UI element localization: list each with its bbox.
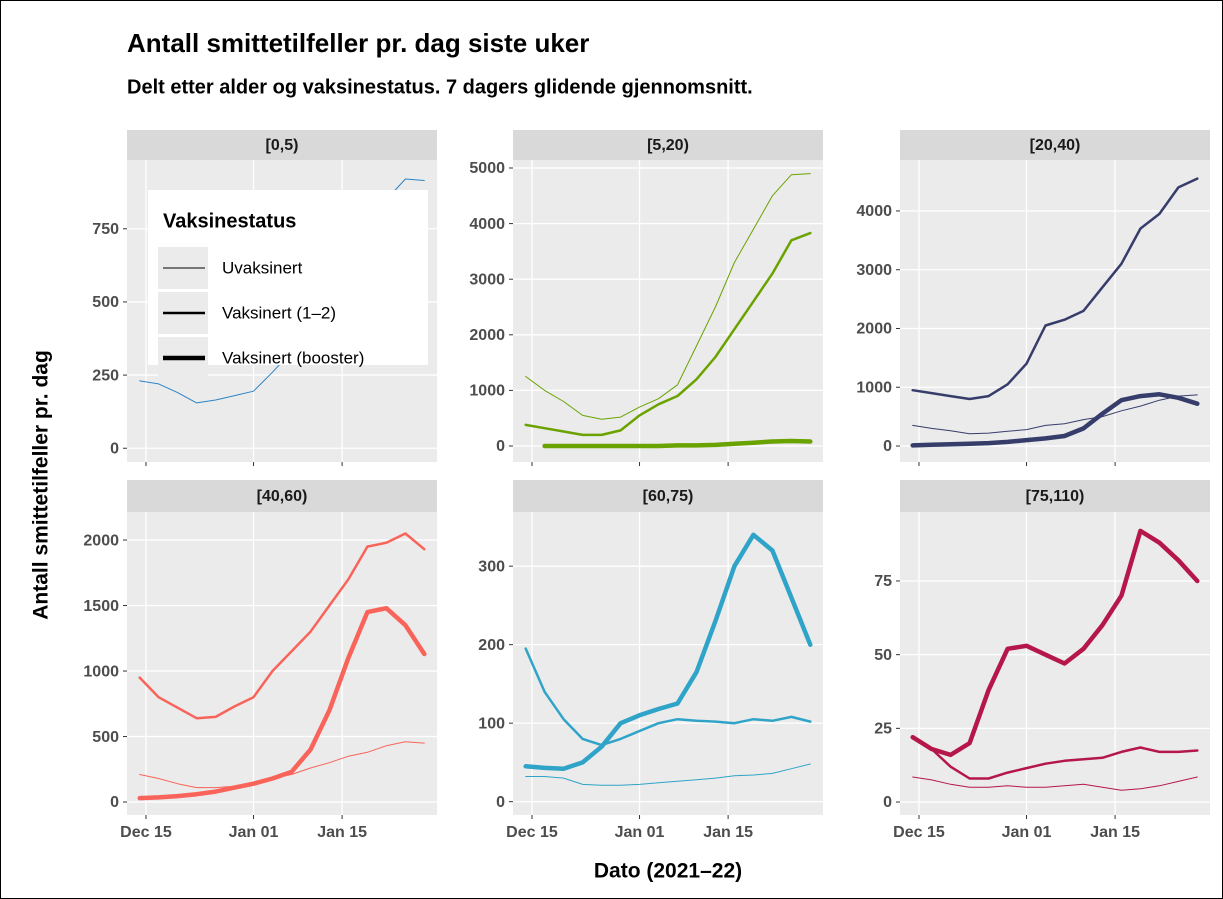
strip (127, 480, 437, 512)
y-tick-label: 2000 (856, 321, 892, 338)
series-line (524, 647, 812, 747)
y-tick-label: 3000 (469, 271, 505, 288)
y-tick-label: 1000 (469, 383, 505, 400)
y-tick-label: 4000 (469, 216, 505, 233)
y-tick-label: 0 (110, 440, 119, 457)
y-tick-label: 750 (92, 221, 119, 238)
y-axis-title: Antall smittetilfeller pr. dag (30, 350, 53, 620)
x-tick-label: Jan 15 (703, 824, 753, 841)
legend-label: Uvaksinert (222, 258, 303, 277)
x-tick-label: Jan 15 (317, 824, 367, 841)
series-line (524, 231, 812, 437)
x-tick-label: Dec 15 (120, 824, 172, 841)
y-tick-label: 250 (92, 367, 119, 384)
panel-background (513, 160, 823, 462)
series-line (910, 392, 1200, 448)
y-tick-label: 5000 (469, 160, 505, 177)
strip-label: [20,40) (1030, 137, 1081, 154)
y-tick-label: 75 (874, 573, 892, 590)
chart-title: Antall smittetilfeller pr. dag siste uke… (127, 28, 589, 58)
strip-label: [75,110) (1026, 488, 1085, 505)
y-tick-label: 1000 (856, 379, 892, 396)
y-tick-label: 200 (478, 637, 505, 654)
series-line (911, 177, 1199, 401)
series-line (138, 532, 426, 720)
y-tick-label: 1500 (83, 598, 119, 615)
y-tick-label: 0 (496, 438, 505, 455)
x-tick-label: Jan 15 (1090, 824, 1140, 841)
y-tick-label: 3000 (856, 262, 892, 279)
y-tick-label: 0 (110, 794, 119, 811)
panel-background (900, 160, 1210, 462)
y-tick-label: 500 (92, 294, 119, 311)
y-tick-label: 100 (478, 715, 505, 732)
y-tick-label: 0 (496, 794, 505, 811)
panel-background (900, 512, 1210, 815)
x-tick-label: Jan 01 (1002, 824, 1052, 841)
x-tick-label: Dec 15 (506, 824, 558, 841)
y-tick-label: 500 (92, 729, 119, 746)
legend-label: Vaksinert (booster) (222, 348, 364, 367)
strip (513, 480, 823, 512)
panel-background (513, 512, 823, 815)
y-tick-label: 25 (874, 721, 892, 738)
series-line (912, 776, 1198, 791)
strip-label: [5,20) (647, 137, 689, 154)
strip (900, 480, 1210, 512)
x-tick-label: Jan 01 (229, 824, 279, 841)
strip (900, 130, 1210, 160)
series-line (525, 763, 811, 786)
strip-label: [60,75) (643, 488, 694, 505)
panel-background (127, 512, 437, 815)
chart-subtitle: Delt etter alder og vaksinestatus. 7 dag… (127, 76, 753, 98)
y-tick-label: 1000 (83, 663, 119, 680)
x-tick-label: Jan 01 (615, 824, 665, 841)
legend-title: Vaksinestatus (163, 210, 296, 232)
series-line (912, 394, 1198, 435)
series-line (525, 173, 811, 420)
legend-label: Vaksinert (1–2) (222, 303, 336, 322)
series-line (523, 532, 813, 771)
x-axis-title: Dato (2021–22) (594, 860, 742, 883)
y-tick-label: 0 (883, 794, 892, 811)
series-line (137, 605, 427, 801)
strip-label: [40,60) (257, 488, 308, 505)
y-tick-label: 2000 (469, 327, 505, 344)
strip (127, 130, 437, 160)
strip (513, 130, 823, 160)
series-line (911, 735, 1199, 780)
y-tick-label: 0 (883, 438, 892, 455)
series-line (542, 438, 813, 449)
y-tick-label: 4000 (856, 203, 892, 220)
strip-label: [0,5) (266, 137, 299, 154)
y-tick-label: 50 (874, 647, 892, 664)
y-tick-label: 2000 (83, 532, 119, 549)
series-line (910, 528, 1200, 758)
y-tick-label: 300 (478, 558, 505, 575)
x-tick-label: Dec 15 (893, 824, 945, 841)
